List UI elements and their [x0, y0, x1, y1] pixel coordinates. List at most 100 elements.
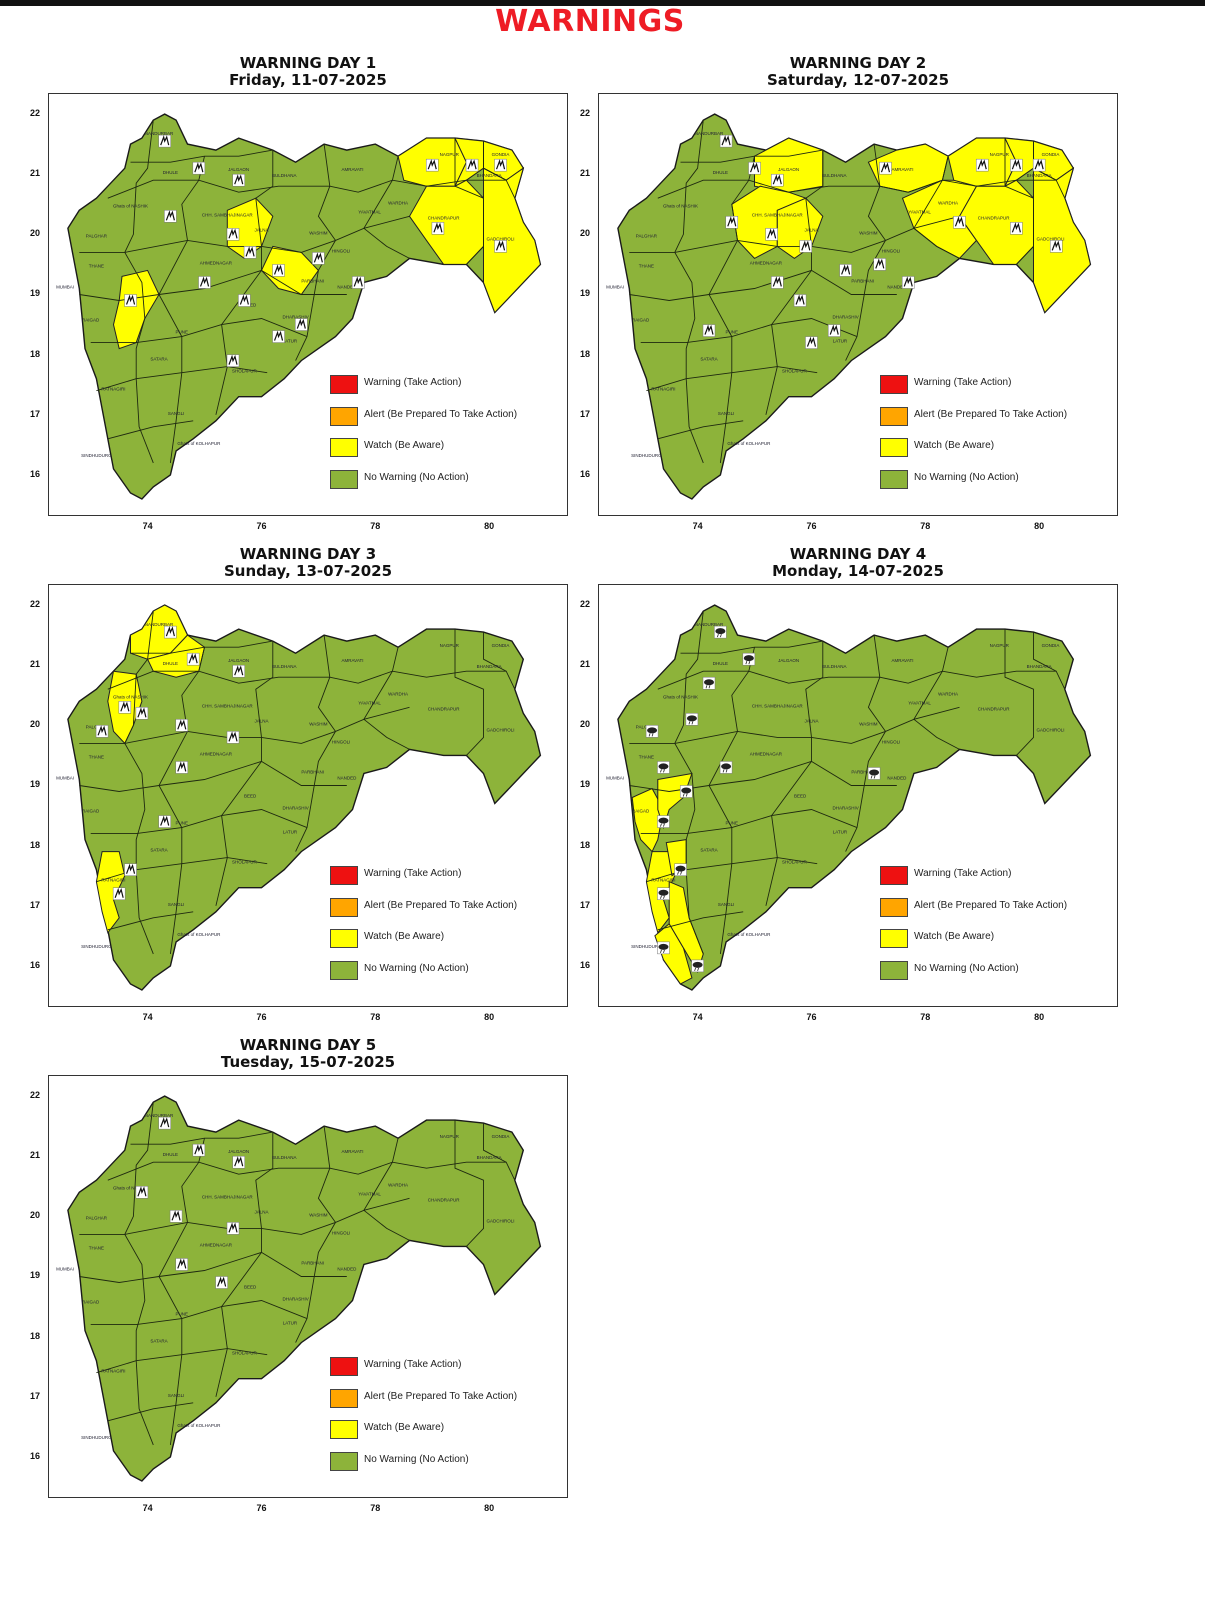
district-label: WASHIM	[309, 721, 328, 726]
y-tick-label: 16	[29, 468, 40, 479]
district-label: HINGOLI	[332, 739, 351, 744]
district-border	[674, 611, 704, 955]
district-border	[158, 156, 205, 463]
district-label: SHOLAPUR	[782, 860, 808, 865]
legend-item: Alert (Be Prepared To Take Action)	[330, 1388, 570, 1409]
district-label: PUNE	[176, 821, 189, 826]
district-label: SHOLAPUR	[232, 1351, 258, 1356]
panel-day-label: WARNING DAY 1	[239, 54, 377, 72]
legend-label: Watch (Be Aware)	[914, 440, 995, 451]
district-label: BULDHANA	[272, 1155, 297, 1160]
district-label: YAVATMAL	[908, 209, 931, 214]
district-label: HINGOLI	[882, 739, 901, 744]
legend-swatch	[330, 960, 358, 980]
district-label: THANE	[639, 754, 654, 759]
district-label: WASHIM	[859, 230, 878, 235]
district-border	[708, 647, 755, 954]
thunderstorm-icon	[725, 216, 739, 229]
district-label: Ghats of NASHIK	[663, 203, 698, 208]
legend-item: Alert (Be Prepared To Take Action)	[330, 406, 570, 427]
district-label: PALGHAR	[86, 233, 108, 238]
district-border	[295, 1126, 337, 1343]
thunderstorm-icon	[226, 731, 240, 744]
thunderstorm-icon	[232, 1155, 245, 1169]
district-label: LATUR	[833, 339, 848, 344]
district-border	[295, 635, 337, 852]
district-label: GADCHIROLI	[487, 1218, 515, 1223]
district-border	[1033, 632, 1066, 690]
thunderstorm-icon	[95, 725, 109, 738]
district-border	[483, 1123, 516, 1181]
legend-item: Alert (Be Prepared To Take Action)	[330, 897, 570, 918]
district-border	[913, 156, 960, 259]
legend-swatch	[330, 897, 358, 917]
district-label: CHH. SAMBHAJINAGAR	[202, 703, 254, 708]
legend-swatch	[880, 897, 908, 917]
district-label: DHULE	[163, 170, 178, 175]
district-label: WARDHA	[938, 200, 958, 205]
legend-label: No Warning (No Action)	[914, 962, 1019, 974]
district-label: RATNAGIRI	[101, 878, 125, 883]
district-border	[107, 420, 194, 440]
heavy-rain-icon	[657, 887, 670, 900]
district-label: NANDED	[337, 1266, 357, 1271]
district-label: DHULE	[163, 1152, 178, 1157]
thunderstorm-icon	[873, 258, 887, 271]
district-label: AMRAVATI	[892, 658, 914, 663]
state-outline	[67, 1095, 542, 1482]
heavy-rain-icon	[742, 652, 756, 666]
district-label: NANDURBAR	[695, 622, 724, 627]
legend-label: Watch (Be Aware)	[364, 931, 445, 942]
legend-item: Watch (Be Aware)	[330, 438, 570, 458]
district-label: MUMBAI	[56, 775, 74, 780]
y-tick-label: 22	[29, 108, 40, 119]
district-label: MUMBAI	[56, 1266, 74, 1271]
district-label: YAVATMAL	[358, 1191, 381, 1196]
page-title: WARNINGS	[495, 4, 685, 39]
district-label: LATUR	[283, 339, 298, 344]
district-border	[708, 156, 755, 463]
y-tick-label: 22	[579, 108, 590, 119]
panel-day-label: WARNING DAY 5	[239, 1036, 377, 1054]
district-label: RATNAGIRI	[651, 878, 675, 883]
legend-item: Warning (Take Action)	[880, 866, 1120, 886]
heavy-rain-icon	[691, 959, 704, 973]
district-label: BULDHANA	[822, 173, 847, 178]
district-border	[674, 120, 704, 464]
district-label: JALNA	[804, 718, 818, 723]
district-border	[454, 629, 484, 756]
district-label: GADCHIROLI	[1037, 236, 1065, 241]
district-label: NANDED	[887, 775, 907, 780]
legend-item: Alert (Be Prepared To Take Action)	[880, 897, 1120, 918]
district-border	[454, 1120, 484, 1247]
thunderstorm-icon	[232, 664, 245, 678]
panel-date: Sunday, 13-07-2025	[223, 562, 393, 580]
thunderstorm-icon	[135, 707, 149, 720]
district-label: NANDED	[337, 284, 357, 289]
district-label: DHARASHIV	[832, 806, 858, 811]
y-tick-label: 17	[29, 408, 40, 419]
district-border	[79, 760, 347, 792]
thunderstorm-icon	[765, 228, 778, 241]
district-border	[295, 144, 337, 361]
legend-label: No Warning (No Action)	[364, 471, 469, 483]
panel-day-label: WARNING DAY 3	[239, 545, 377, 563]
thunderstorm-icon	[879, 161, 892, 175]
district-border	[1033, 141, 1066, 199]
thunderstorm-icon	[771, 276, 784, 289]
thunderstorm-icon	[226, 1222, 240, 1235]
district-label: WASHIM	[309, 1212, 328, 1217]
heavy-rain-icon	[719, 761, 733, 774]
district-label: LATUR	[283, 830, 298, 835]
y-tick-label: 20	[579, 228, 590, 239]
y-tick-label: 20	[29, 228, 40, 239]
district-border	[79, 1251, 347, 1283]
y-tick-label: 18	[579, 839, 590, 850]
legend-swatch	[880, 960, 908, 980]
thunderstorm-icon	[748, 161, 761, 175]
district-label: SHOLAPUR	[782, 369, 808, 374]
thunderstorm-icon	[243, 246, 257, 259]
x-tick-label: 74	[142, 521, 153, 531]
legend-label: No Warning (No Action)	[364, 1453, 469, 1465]
panel-title: WARNING DAY 2 Saturday, 12-07-2025	[598, 55, 1118, 89]
